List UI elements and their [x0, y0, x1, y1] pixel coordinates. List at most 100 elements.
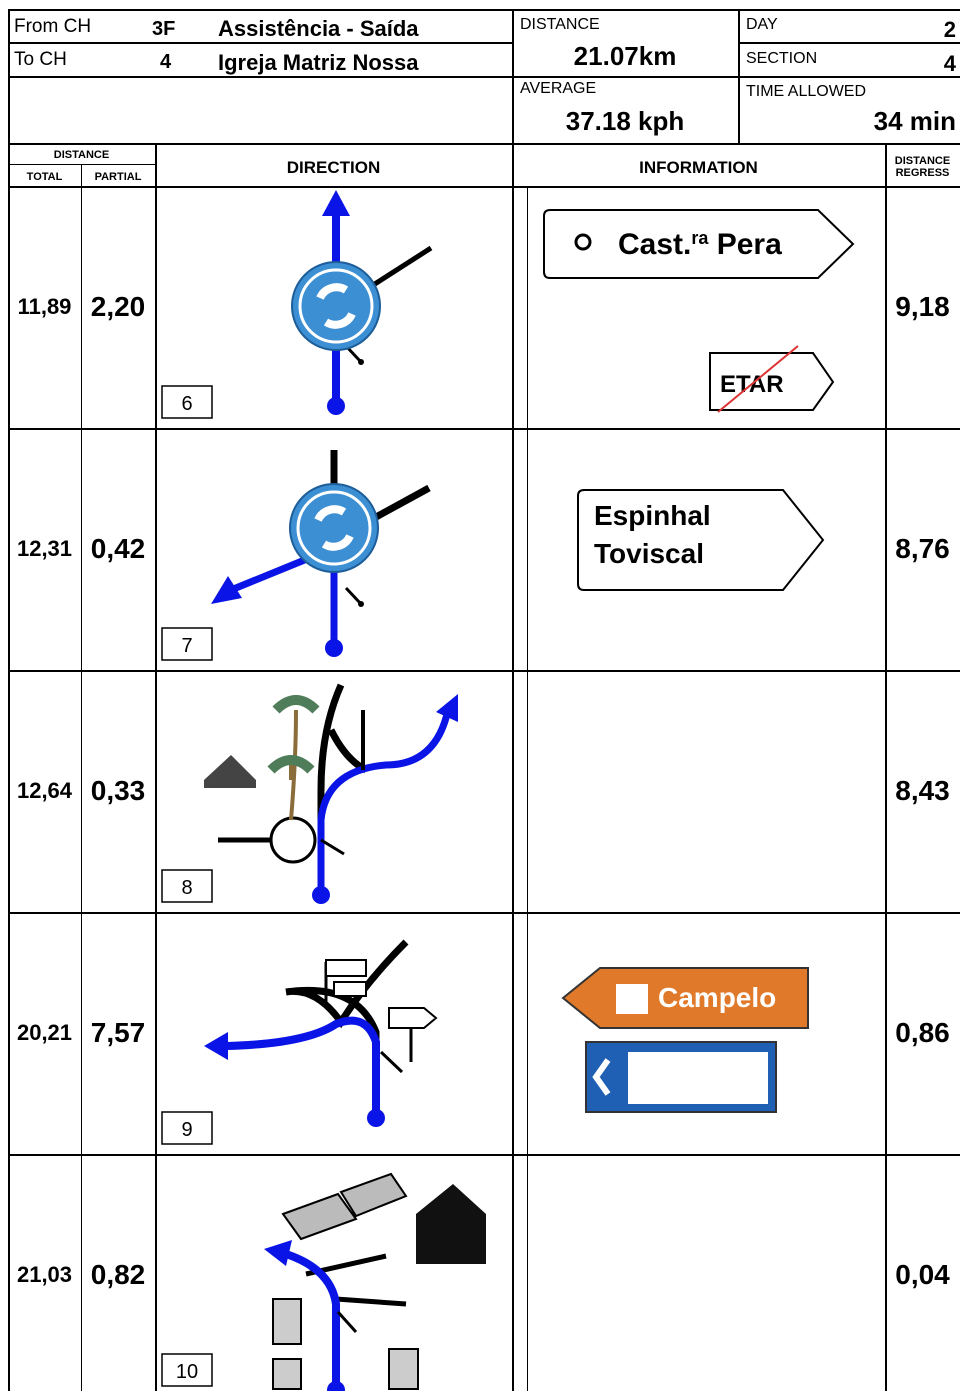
direction-diagram: 6	[161, 190, 433, 419]
to-number: 4	[160, 51, 172, 73]
shape	[272, 1298, 419, 1390]
shape	[616, 984, 648, 1014]
shape	[281, 1172, 408, 1241]
shape	[577, 489, 825, 591]
roundabout	[291, 261, 381, 351]
rule	[8, 143, 10, 1391]
section-label: SECTION	[746, 50, 818, 67]
day-value: 2	[943, 17, 956, 42]
instruction-number: 8	[181, 877, 192, 899]
col-direction: DIRECTION	[286, 158, 381, 177]
shape	[312, 886, 330, 904]
to-name: Igreja Matriz Nossa	[218, 50, 419, 75]
shape	[264, 1240, 292, 1266]
shape	[327, 1381, 345, 1391]
partial-distance: 7,57	[90, 1017, 146, 1048]
from-name: Assistência - Saída	[218, 16, 419, 41]
shape	[358, 359, 364, 365]
distance-value: 21.07km	[573, 41, 677, 71]
instruction-number: 7	[181, 635, 192, 657]
direction-diagram: 10	[161, 1172, 486, 1391]
instruction-number: 10	[176, 1361, 198, 1383]
day-label: DAY	[746, 16, 778, 33]
box	[161, 627, 213, 661]
shape	[327, 397, 345, 415]
direction-diagram: 7	[161, 450, 431, 661]
partial-distance: 2,20	[90, 291, 146, 322]
rule	[155, 143, 157, 1391]
info-signs: Cast.ra PeraETAR	[543, 209, 855, 413]
shape	[284, 1250, 340, 1389]
shape	[592, 1058, 611, 1096]
sign-text: Espinhal	[594, 500, 711, 531]
col-information: INFORMATION	[639, 158, 758, 177]
from-label: From CH	[14, 16, 92, 37]
shape	[204, 1032, 228, 1060]
rule	[738, 9, 740, 143]
rule	[527, 186, 528, 1391]
info-signs: Espinhal Toviscal	[577, 489, 825, 591]
shape	[320, 838, 345, 856]
average-label: AVERAGE	[520, 80, 597, 97]
shape	[709, 352, 835, 411]
col-total: TOTAL	[26, 171, 63, 183]
regress-distance: 0,86	[895, 1017, 950, 1048]
box	[161, 1111, 213, 1145]
rule	[512, 76, 960, 78]
shape	[225, 1016, 380, 1112]
total-distance: 11,89	[17, 294, 72, 319]
rule	[8, 9, 960, 11]
sign-text-part: Cast.	[618, 228, 691, 261]
rule	[8, 42, 512, 44]
time-value: 34 min	[873, 106, 956, 136]
shape	[211, 576, 242, 604]
shape	[316, 283, 356, 329]
rule	[8, 428, 960, 430]
shape	[367, 1109, 385, 1127]
rule	[8, 912, 960, 914]
col-distance: DISTANCE	[53, 149, 110, 161]
shape	[267, 695, 320, 774]
to-label: To CH	[14, 49, 67, 70]
average-value: 37.18 kph	[565, 106, 685, 136]
sign-text-part: Pera	[708, 228, 782, 261]
regress-line: DISTANCE	[894, 155, 951, 167]
regress-distance: 0,04	[895, 1259, 950, 1290]
regress-distance: 8,76	[895, 533, 950, 564]
shape	[325, 959, 438, 1029]
partial-distance: 0,82	[90, 1259, 146, 1290]
total-distance: 21,03	[16, 1262, 73, 1287]
sign-text-part: ra	[691, 228, 709, 248]
shape	[358, 601, 364, 607]
shape	[574, 233, 592, 251]
rule	[512, 143, 514, 1391]
direction-diagram: 8	[161, 683, 458, 904]
rule	[8, 9, 10, 143]
box	[161, 385, 213, 419]
shape	[322, 190, 350, 216]
shape	[628, 1052, 768, 1104]
shape	[204, 755, 256, 788]
rule	[738, 42, 960, 44]
section-value: 4	[943, 51, 956, 76]
shape	[325, 639, 343, 657]
rule	[8, 1154, 960, 1156]
rule	[81, 164, 82, 1391]
shape	[379, 1050, 404, 1074]
roundabout	[289, 483, 379, 573]
col-regress: DISTANCE REGRESS	[885, 155, 960, 179]
shape	[314, 505, 354, 551]
instruction-number: 9	[181, 1119, 192, 1141]
box	[161, 1353, 213, 1387]
shape	[305, 1253, 407, 1307]
rule	[8, 186, 960, 188]
shape	[336, 1310, 358, 1334]
sign-text: Toviscal	[594, 538, 704, 569]
direction-diagram: 9	[161, 939, 438, 1145]
shape	[416, 1184, 486, 1264]
rule	[8, 143, 960, 145]
partial-distance: 0,33	[90, 775, 146, 806]
shape	[717, 345, 799, 413]
regress-distance: 8,43	[895, 775, 950, 806]
